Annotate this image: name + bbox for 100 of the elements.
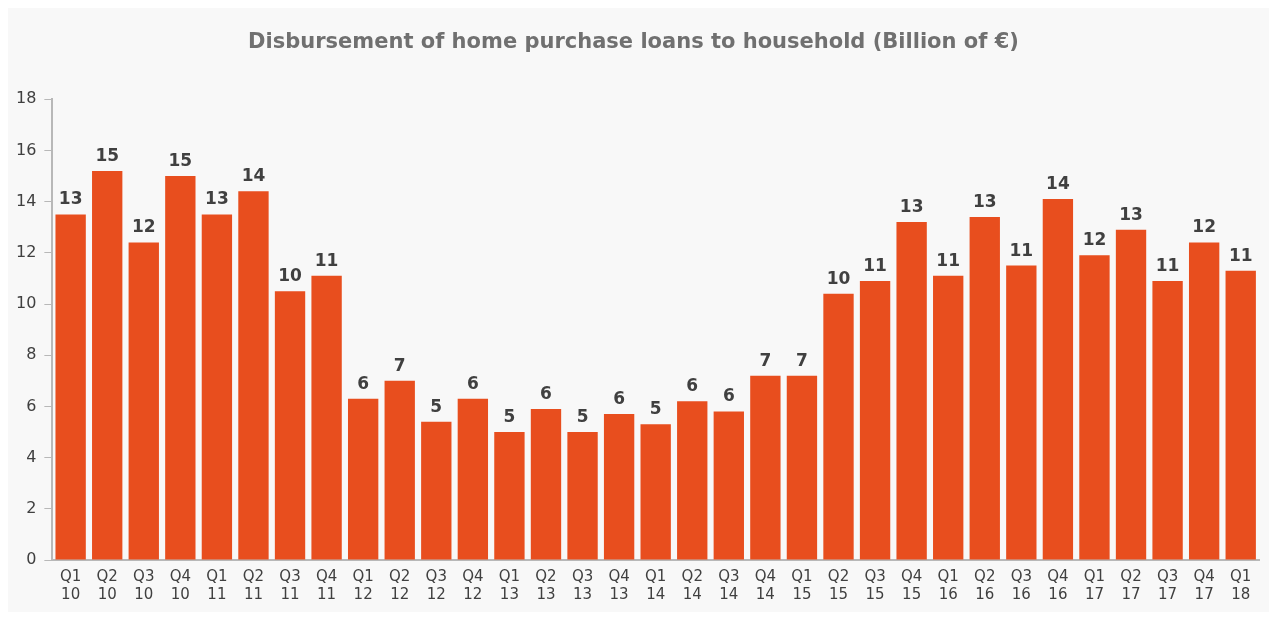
x-tick-label: Q4 17 [1193, 566, 1215, 603]
x-tick-label: Q2 17 [1120, 566, 1142, 603]
bar [603, 414, 635, 560]
data-label: 5 [576, 405, 589, 426]
x-tick-label: Q4 11 [315, 566, 338, 603]
x-tick-label: Q1 11 [206, 566, 228, 603]
bar [274, 291, 306, 560]
data-label: 6 [540, 382, 552, 403]
y-tick-label: 10 [16, 293, 37, 313]
x-tick-label: Q4 10 [169, 566, 192, 603]
x-tick-label: Q4 15 [900, 566, 923, 603]
x-tick-label: Q1 14 [645, 566, 667, 603]
bar [640, 424, 671, 560]
y-tick-label: 2 [26, 497, 37, 517]
data-label: 11 [863, 254, 887, 275]
bar [1079, 255, 1110, 560]
data-label: 5 [503, 405, 516, 426]
x-tick-label: Q3 17 [1156, 566, 1179, 603]
bar [1225, 270, 1256, 560]
bar [384, 380, 415, 560]
x-tick-label: Q3 12 [425, 566, 447, 603]
chart-title: Disbursement of home purchase loans to household (Billion of €) [248, 29, 1019, 54]
data-label: 13 [972, 190, 997, 211]
data-label: 5 [430, 395, 443, 416]
x-tick-label: Q3 10 [133, 566, 155, 603]
data-label: 11 [1155, 254, 1180, 275]
data-label: 11 [1228, 244, 1253, 265]
x-tick-label: Q1 13 [498, 566, 521, 603]
x-tick-label: Q2 13 [535, 566, 557, 603]
x-tick-label: Q1 12 [352, 566, 374, 603]
x-tick-label: Q3 16 [1010, 566, 1033, 603]
x-tick-label: Q2 15 [827, 566, 850, 603]
x-tick-label: Q3 14 [718, 566, 740, 603]
bar [165, 176, 196, 560]
data-label: 13 [205, 188, 229, 209]
data-label: 11 [314, 249, 339, 270]
bar [494, 432, 525, 560]
data-label: 13 [899, 196, 924, 216]
x-tick-label: Q2 10 [96, 566, 118, 603]
bar [567, 432, 598, 560]
y-tick-label: 16 [16, 139, 37, 159]
x-tick-label: Q2 16 [974, 566, 996, 603]
data-label: 10 [826, 267, 851, 288]
x-tick-label: Q1 10 [59, 566, 82, 603]
bar [457, 398, 489, 560]
bar [238, 191, 269, 560]
bar [677, 401, 708, 560]
y-tick-label: 8 [26, 344, 37, 364]
x-tick-label: Q1 16 [937, 566, 959, 603]
data-label: 7 [796, 349, 808, 370]
bar [128, 242, 159, 560]
bar [421, 421, 452, 560]
bar [750, 375, 781, 560]
bar [1042, 199, 1074, 560]
x-tick-label: Q3 13 [571, 566, 594, 603]
x-tick-label: Q4 13 [608, 566, 630, 603]
data-label: 13 [1119, 203, 1143, 224]
y-tick-label: 6 [26, 395, 37, 415]
x-tick-label: Q1 15 [791, 566, 813, 603]
y-tick-label: 12 [16, 241, 37, 261]
bar [92, 170, 123, 560]
x-tick-label: Q1 18 [1230, 566, 1252, 603]
data-label: 12 [131, 216, 156, 237]
bar [55, 214, 86, 560]
data-label: 6 [722, 385, 735, 406]
data-label: 6 [686, 375, 699, 396]
y-tick-label: 4 [26, 446, 37, 466]
data-label: 5 [649, 398, 662, 419]
data-label: 7 [759, 349, 772, 370]
x-tick-label: Q2 12 [389, 566, 411, 603]
data-label: 11 [936, 249, 961, 270]
data-label: 7 [393, 354, 406, 375]
x-tick-label: Q4 12 [462, 566, 484, 603]
bar [347, 398, 379, 560]
data-label: 6 [466, 372, 479, 393]
data-label: 6 [357, 372, 370, 393]
data-label: 12 [1082, 229, 1107, 250]
x-tick-label: Q1 17 [1083, 566, 1106, 603]
x-tick-label: Q3 15 [864, 566, 886, 603]
bar [859, 280, 891, 560]
data-label: 10 [278, 265, 303, 286]
bar [1115, 229, 1147, 560]
bar [530, 408, 562, 560]
data-label: 12 [1192, 216, 1216, 237]
data-label: 14 [241, 165, 266, 186]
x-tick-label: Q3 11 [279, 566, 301, 603]
data-label: 15 [95, 144, 120, 165]
data-label: 13 [58, 188, 83, 209]
data-label: 11 [1009, 239, 1034, 260]
bar [1188, 242, 1220, 560]
bar [311, 275, 342, 560]
bar [1152, 280, 1183, 560]
x-tick-label: Q4 16 [1047, 566, 1069, 603]
bar [823, 293, 854, 560]
x-tick-label: Q2 14 [681, 566, 703, 603]
bar [786, 375, 818, 560]
y-tick-label: 18 [16, 88, 37, 108]
bar [713, 411, 744, 560]
data-label: 6 [613, 388, 626, 408]
data-label: 15 [168, 149, 193, 170]
